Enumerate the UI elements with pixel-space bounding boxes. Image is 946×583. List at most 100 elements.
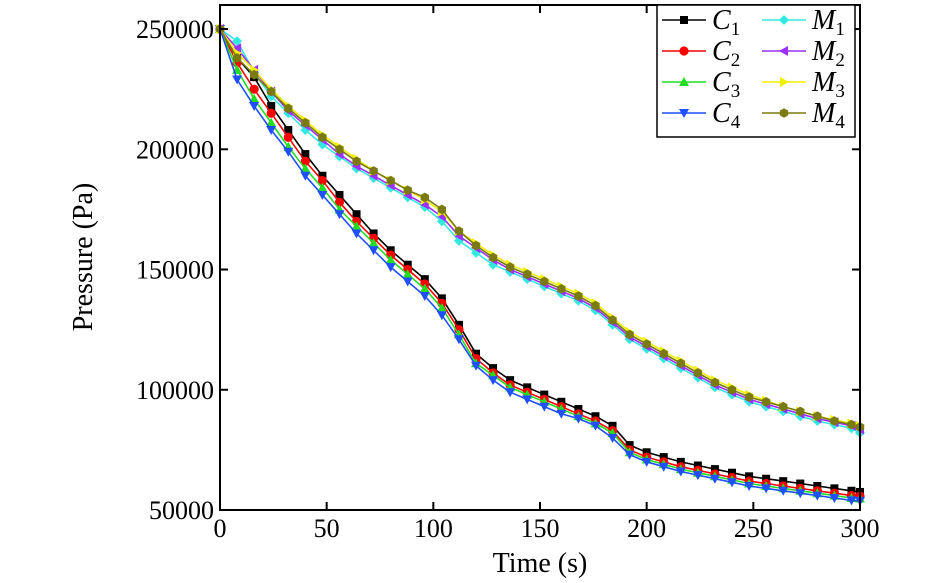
data-point: [301, 118, 310, 128]
legend-marker: [679, 46, 689, 56]
data-point: [267, 86, 276, 97]
data-point: [352, 156, 361, 167]
data-point: [847, 486, 856, 495]
data-point: [232, 43, 242, 54]
data-point: [675, 467, 686, 477]
data-point: [453, 335, 464, 345]
data-point: [505, 388, 516, 398]
x-tick-label: 250: [734, 514, 773, 543]
data-point: [385, 263, 396, 273]
data-point: [266, 108, 276, 118]
data-point: [318, 171, 327, 180]
data-point: [574, 405, 583, 413]
data-point: [574, 291, 583, 301]
data-point: [420, 275, 429, 284]
x-axis-title: Time (s): [493, 548, 588, 579]
legend-item: M3: [762, 67, 845, 102]
data-point: [779, 477, 788, 486]
data-point: [540, 390, 549, 399]
data-point: [335, 144, 344, 155]
data-point: [471, 240, 481, 251]
data-point: [402, 277, 413, 287]
data-point: [403, 185, 412, 195]
data-point: [386, 246, 395, 255]
legend-label: C2: [712, 36, 740, 71]
data-point: [232, 75, 243, 85]
x-tick-label: 150: [521, 514, 560, 543]
data-point: [709, 474, 720, 484]
data-point: [454, 320, 463, 329]
data-point: [540, 276, 549, 287]
data-point: [522, 395, 533, 405]
data-point: [728, 468, 736, 477]
data-point: [334, 197, 345, 207]
data-point: [642, 448, 651, 457]
data-point: [539, 402, 550, 412]
series-m4: [215, 24, 865, 432]
data-point: [625, 441, 634, 450]
legend-marker: [779, 15, 789, 25]
data-point: [812, 491, 823, 501]
data-point: [762, 474, 771, 483]
data-point: [590, 421, 601, 431]
legend-label: M3: [811, 67, 845, 102]
data-point: [267, 102, 276, 110]
data-point: [779, 401, 788, 412]
y-tick-label: 250000: [136, 15, 214, 44]
legend-label: C4: [712, 98, 741, 133]
data-point: [266, 126, 277, 135]
data-point: [300, 171, 311, 181]
data-point: [847, 419, 856, 430]
data-point: [489, 364, 498, 373]
series-c4: [215, 25, 865, 506]
legend-marker: [779, 108, 789, 118]
data-point: [454, 226, 464, 236]
data-point: [556, 409, 567, 419]
data-point: [744, 482, 755, 491]
data-point: [301, 150, 310, 159]
x-tick-label: 300: [841, 514, 880, 543]
data-point: [317, 191, 328, 200]
data-point: [419, 292, 430, 301]
data-point: [437, 294, 446, 303]
data-point: [778, 486, 789, 496]
data-point: [641, 457, 652, 467]
data-point: [488, 252, 498, 263]
x-tick-label: 0: [214, 514, 227, 543]
data-point: [761, 484, 772, 494]
data-point: [249, 93, 260, 103]
data-point: [607, 433, 618, 443]
legend-label: C3: [712, 67, 740, 102]
legend-item: C1: [662, 5, 740, 40]
data-point: [608, 421, 617, 430]
y-tick-label: 150000: [136, 256, 214, 285]
data-point: [523, 269, 532, 280]
data-point: [796, 479, 805, 488]
data-point: [419, 199, 429, 210]
data-point: [386, 175, 395, 186]
data-point: [693, 461, 702, 470]
legend-item: M2: [762, 36, 845, 71]
data-point: [300, 163, 311, 173]
data-point: [283, 132, 293, 142]
data-point: [830, 484, 839, 493]
data-point: [284, 126, 293, 135]
data-point: [557, 284, 566, 294]
data-point: [727, 478, 737, 488]
legend-marker: [679, 77, 689, 86]
data-point: [232, 36, 243, 47]
data-point: [472, 349, 480, 358]
data-point: [318, 132, 327, 143]
legend-label: M4: [811, 98, 845, 133]
data-point: [642, 339, 651, 349]
data-point: [317, 182, 328, 192]
x-tick-label: 50: [314, 514, 340, 543]
legend-marker: [779, 46, 788, 56]
axes-layer: 0 50 100 150 200 250 300 50000 100000 150000 20000…: [136, 5, 880, 543]
data-point: [419, 283, 430, 293]
data-point: [283, 147, 294, 157]
legend-item: C2: [662, 36, 740, 71]
legend-item: M1: [762, 5, 845, 40]
data-point: [317, 175, 327, 186]
